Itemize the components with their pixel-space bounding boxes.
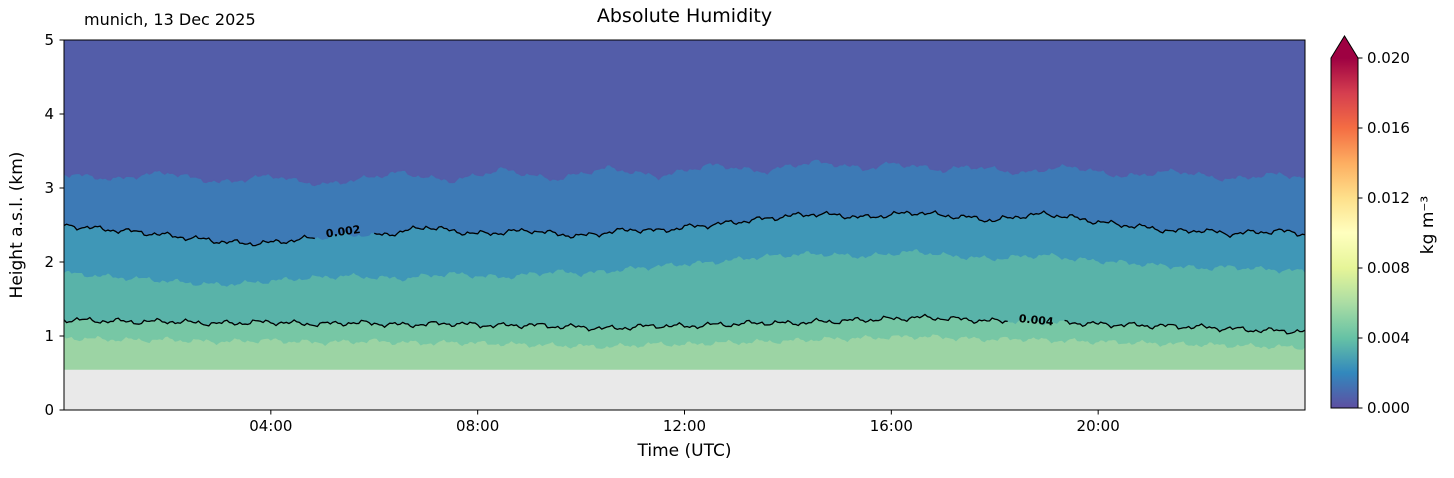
colorbar-label: kg m⁻³ bbox=[1418, 195, 1438, 255]
y-tick-label: 3 bbox=[44, 179, 54, 197]
y-tick-label: 0 bbox=[44, 401, 54, 419]
y-tick-label: 5 bbox=[44, 31, 54, 49]
colorbar-tick-label: 0.004 bbox=[1367, 329, 1410, 347]
colorbar-tick-label: 0.008 bbox=[1367, 259, 1410, 277]
x-tick-label: 08:00 bbox=[456, 417, 500, 435]
colorbar-tick-label: 0.016 bbox=[1367, 119, 1410, 137]
colorbar-tick-label: 0.000 bbox=[1367, 399, 1410, 417]
x-tick-label: 04:00 bbox=[249, 417, 293, 435]
y-tick-label: 4 bbox=[44, 105, 54, 123]
colorbar-tick-label: 0.020 bbox=[1367, 49, 1410, 67]
x-axis-label: Time (UTC) bbox=[637, 441, 732, 461]
x-tick-label: 12:00 bbox=[662, 417, 707, 435]
y-axis-label: Height a.s.l. (km) bbox=[7, 151, 27, 299]
chart-title: Absolute Humidity bbox=[596, 5, 773, 27]
y-tick-label: 2 bbox=[44, 253, 54, 271]
x-tick-label: 20:00 bbox=[1076, 417, 1120, 435]
x-tick-label: 16:00 bbox=[869, 417, 913, 435]
colorbar-tick-label: 0.012 bbox=[1367, 189, 1410, 207]
station-date-annotation: munich, 13 Dec 2025 bbox=[84, 10, 256, 29]
y-tick-label: 1 bbox=[44, 327, 54, 345]
